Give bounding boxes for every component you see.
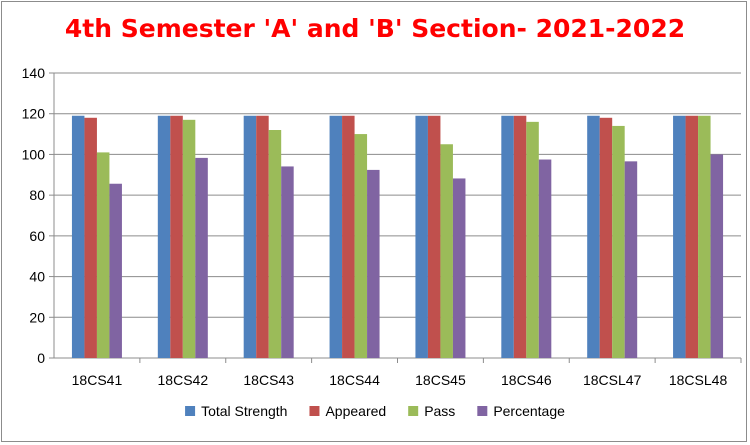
- x-tick-label: 18CS44: [329, 372, 380, 388]
- bar-percentage: [281, 166, 294, 358]
- bars: [71, 115, 724, 359]
- bar-percentage: [710, 154, 724, 358]
- legend-swatch: [477, 406, 488, 416]
- bar-appeared: [513, 115, 527, 358]
- legend-label: Percentage: [493, 403, 565, 419]
- x-tick-label: 18CSL47: [583, 372, 642, 388]
- bar-total-strength: [673, 115, 686, 358]
- y-tick-label: 60: [29, 228, 45, 244]
- y-tick-label: 80: [29, 187, 45, 203]
- bar-pass: [612, 125, 625, 358]
- bar-pass: [268, 130, 282, 358]
- bar-percentage: [109, 183, 122, 358]
- bar-appeared: [685, 115, 699, 358]
- x-tick-label: 18CS45: [415, 372, 466, 388]
- legend-item-pass: Pass: [408, 403, 455, 419]
- legend-label: Total Strength: [201, 403, 287, 419]
- bar-total-strength: [329, 115, 343, 358]
- y-tick-label: 120: [22, 106, 46, 122]
- bar-appeared: [170, 115, 183, 358]
- legend-label: Appeared: [325, 403, 386, 419]
- bar-pass: [96, 152, 110, 358]
- x-tick-label: 18CSL48: [669, 372, 728, 388]
- bar-total-strength: [415, 115, 428, 358]
- x-tick-label: 18CS46: [501, 372, 552, 388]
- bar-total-strength: [71, 115, 85, 358]
- bar-appeared: [599, 117, 613, 359]
- bar-percentage: [452, 178, 466, 358]
- bar-percentage: [195, 157, 208, 358]
- legend-swatch: [408, 406, 419, 416]
- legend-item-appeared: Appeared: [309, 403, 386, 419]
- y-tick-label: 140: [22, 65, 46, 81]
- chart-title: 4th Semester 'A' and 'B' Section- 2021-2…: [64, 14, 686, 43]
- bar-percentage: [538, 159, 552, 358]
- bar-pass: [698, 115, 711, 358]
- bar-percentage: [624, 161, 638, 358]
- y-tick-label: 0: [37, 350, 45, 366]
- legend-swatch: [309, 406, 320, 416]
- legend-swatch: [185, 406, 196, 416]
- legend: Total Strength Appeared Pass Percentage: [185, 403, 565, 419]
- bar-total-strength: [157, 115, 171, 358]
- y-tick-label: 100: [22, 146, 46, 162]
- bar-pass: [440, 144, 453, 358]
- legend-label: Pass: [424, 403, 455, 419]
- bar-total-strength: [243, 115, 257, 358]
- bar-pass: [526, 121, 539, 358]
- bar-appeared: [342, 115, 355, 358]
- axes: [49, 72, 742, 363]
- x-tick-label: 18CS43: [243, 372, 294, 388]
- legend-item-percentage: Percentage: [477, 403, 565, 419]
- y-tick-label: 20: [29, 309, 45, 325]
- bar-appeared: [256, 115, 269, 358]
- x-tick-label: 18CS41: [72, 372, 123, 388]
- bar-percentage: [367, 169, 380, 358]
- bar-pass: [182, 119, 196, 358]
- gridlines: [54, 72, 741, 318]
- bar-total-strength: [587, 115, 600, 358]
- y-tick-label: 40: [29, 269, 45, 285]
- tick-labels: 0 20 40 60 80 100 120 140 18CS41 18CS42 18CS43 18CS…: [22, 65, 728, 388]
- x-tick-label: 18CS42: [158, 372, 209, 388]
- bar-appeared: [427, 115, 441, 358]
- bar-appeared: [84, 117, 97, 359]
- bar-pass: [354, 134, 368, 358]
- bar-total-strength: [501, 115, 514, 358]
- legend-item-total-strength: Total Strength: [185, 403, 287, 419]
